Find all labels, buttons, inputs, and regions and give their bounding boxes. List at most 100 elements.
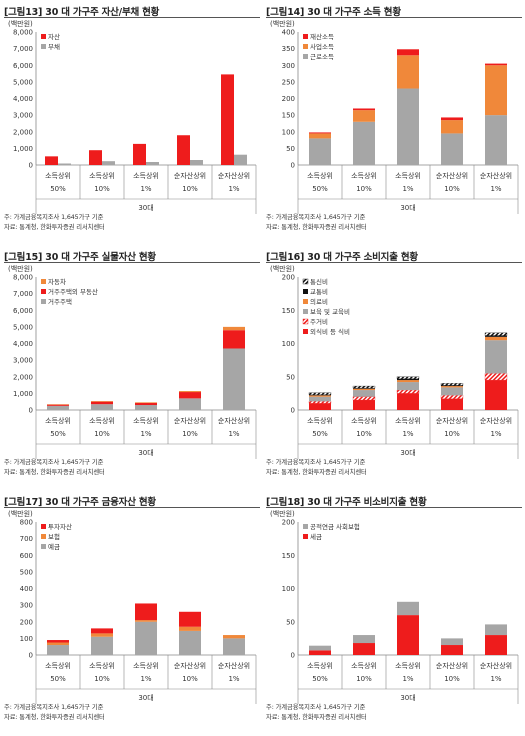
bar-segment — [484, 332, 508, 336]
title-divider — [4, 262, 260, 263]
bar-segment — [135, 405, 157, 410]
legend-swatch — [41, 524, 46, 529]
bar-segment — [397, 382, 419, 391]
chart-title: [그림17] 30 대 가구주 금융자산 현황 — [4, 497, 156, 508]
y-unit-label: (백만원) — [270, 19, 295, 28]
legend-swatch — [302, 278, 309, 285]
source-note-2: 자료: 통계청, 한화투자증권 리서치센터 — [266, 469, 367, 476]
legend-swatch — [303, 299, 308, 304]
y-tick-label: 100 — [282, 340, 295, 348]
source-note-2: 자료: 통계청, 한화투자증권 리서치센터 — [266, 224, 367, 231]
chart-title: [그림14] 30 대 가구주 소득 현황 — [266, 7, 401, 18]
bar-segment — [353, 121, 375, 165]
legend-label: 거주주택외 부동산 — [48, 287, 98, 296]
bar — [89, 150, 102, 165]
x-category-sublabel: 1% — [490, 185, 501, 193]
y-tick-label: 7,000 — [13, 290, 33, 298]
chart-title: [그림18] 30 대 가구주 비소비지출 현황 — [266, 497, 427, 508]
x-category-sublabel: 10% — [356, 185, 372, 193]
bar-segment — [397, 393, 419, 410]
y-tick-label: 200 — [282, 95, 295, 103]
bar-segment — [397, 55, 419, 89]
x-category-label: 순자산상위 — [174, 661, 206, 670]
y-tick-label: 700 — [20, 535, 33, 543]
chart-svg: (백만원) 0 1,000 2,000 3,000 4,000 5,000 6,000 7,00… — [8, 264, 257, 459]
bar-segment — [485, 335, 507, 337]
bar-segment — [441, 386, 463, 388]
bar-segment — [135, 621, 157, 655]
y-tick-label: 5,000 — [13, 78, 33, 86]
bar — [45, 156, 58, 165]
x-category-sublabel: 10% — [444, 675, 460, 683]
bar-segment — [485, 63, 507, 66]
bar-segment — [485, 336, 507, 341]
legend-swatch — [41, 544, 46, 549]
x-category-label: 소득상위 — [395, 416, 421, 425]
chart-panel-15: [그림15] 30 대 가구주 실물자산 현황 (백만원) 0 1,000 2,000… — [4, 249, 260, 489]
y-tick-label: 6,000 — [13, 307, 33, 315]
legend-swatch — [303, 524, 308, 529]
x-category-sublabel: 50% — [50, 185, 66, 193]
x-category-label: 소득상위 — [307, 661, 333, 670]
title-divider — [4, 17, 260, 18]
x-category-sublabel: 50% — [50, 430, 66, 438]
bar-segment — [223, 635, 245, 639]
bar-segment — [91, 636, 113, 655]
bar-segment — [309, 403, 331, 410]
y-tick-label: 4,000 — [13, 340, 33, 348]
bar — [234, 154, 247, 165]
bar-segment — [47, 405, 69, 410]
bar-segment — [440, 395, 464, 399]
chart-panel-13: [그림13] 30 대 가구주 자산/부채 현황 (백만원) 0 1,000 2,00… — [4, 4, 260, 244]
bar-segment — [441, 117, 463, 121]
legend-label: 거주주택 — [48, 297, 72, 306]
y-tick-label: 200 — [282, 519, 295, 527]
y-tick-label: 200 — [282, 274, 295, 282]
x-group-label: 30대 — [138, 449, 153, 457]
bar-segment — [179, 398, 201, 410]
bar-segment — [485, 115, 507, 165]
y-tick-label: 350 — [282, 45, 295, 53]
bar — [146, 162, 159, 165]
x-group-label: 30대 — [138, 204, 153, 212]
title-divider — [4, 507, 260, 508]
legend-swatch — [41, 44, 46, 49]
bar-segment — [179, 626, 201, 631]
legend-label: 통신비 — [310, 277, 328, 286]
bar-segment — [91, 633, 113, 637]
bar-segment — [353, 635, 375, 644]
legend-label: 보육 및 교육비 — [310, 307, 350, 316]
x-category-label: 소득상위 — [133, 661, 159, 670]
x-category-sublabel: 1% — [228, 675, 239, 683]
legend-label: 근로소득 — [310, 53, 334, 61]
y-tick-label: 150 — [282, 307, 295, 315]
bar-segment — [397, 380, 419, 383]
bar-segment — [441, 133, 463, 165]
source-note-2: 자료: 통계청, 한화투자증권 리서치센터 — [266, 714, 367, 721]
bar-segment — [309, 645, 331, 651]
x-category-sublabel: 1% — [140, 430, 151, 438]
y-tick-label: 150 — [282, 552, 295, 560]
bar-segment — [309, 133, 331, 139]
x-category-sublabel: 1% — [140, 185, 151, 193]
x-category-label: 순자산상위 — [174, 171, 206, 180]
x-category-sublabel: 1% — [490, 675, 501, 683]
y-tick-label: 1,000 — [13, 145, 33, 153]
y-tick-label: 2,000 — [13, 373, 33, 381]
legend-swatch — [41, 34, 46, 39]
chart-title: [그림16] 30 대 가구주 소비지출 현황 — [266, 252, 418, 263]
y-tick-label: 300 — [282, 62, 295, 70]
bar-segment — [485, 635, 507, 655]
legend-label: 외식비 등 식비 — [310, 327, 350, 336]
x-category-sublabel: 50% — [312, 185, 328, 193]
y-tick-label: 0 — [29, 407, 33, 415]
chart-svg: (백만원) 0 100 200 300 400 500 600 700 800 소득상위 50% 소득상… — [8, 509, 257, 704]
source-note-1: 주: 가계금융복지조사 1,645가구 기준 — [266, 704, 366, 711]
y-tick-label: 100 — [20, 635, 33, 643]
x-category-label: 소득상위 — [395, 171, 421, 180]
legend-label: 투자자산 — [48, 522, 72, 531]
bar-segment — [485, 624, 507, 636]
bar-segment — [309, 394, 331, 396]
y-tick-label: 2,000 — [13, 128, 33, 136]
y-tick-label: 5,000 — [13, 323, 33, 331]
